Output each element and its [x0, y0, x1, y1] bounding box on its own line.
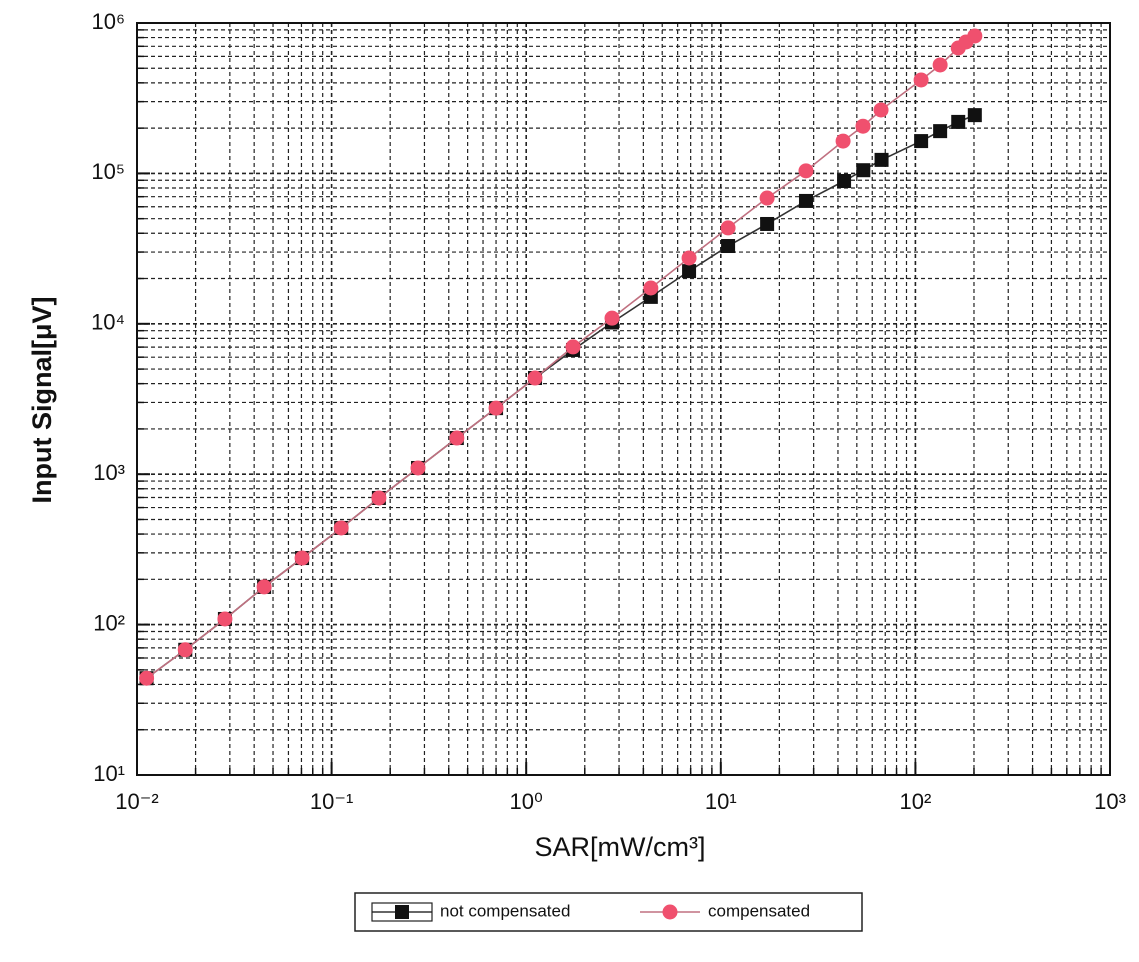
marker: [874, 152, 889, 167]
x-axis-title: SAR[mW/cm³]: [535, 832, 706, 862]
marker: [139, 670, 155, 686]
series-line: [146, 35, 976, 679]
y-tick-label: 10³: [93, 460, 125, 485]
marker: [371, 490, 387, 506]
y-axis-title: Input Signal[μV]: [27, 297, 57, 504]
marker: [604, 310, 620, 326]
marker: [410, 460, 426, 476]
x-tick-label: 10⁻¹: [310, 789, 353, 814]
marker: [721, 239, 736, 254]
marker: [855, 118, 871, 134]
legend-swatch-frame: [371, 902, 433, 922]
marker: [681, 250, 697, 266]
x-tick-label: 10⁻²: [115, 789, 158, 814]
marker: [759, 190, 775, 206]
marker: [837, 174, 852, 189]
marker: [798, 163, 814, 179]
legend-marker: [662, 904, 678, 920]
marker: [294, 550, 310, 566]
marker: [720, 220, 736, 236]
marker: [951, 114, 966, 129]
marker: [177, 642, 193, 658]
marker: [932, 57, 948, 73]
marker: [217, 611, 233, 627]
marker: [835, 133, 851, 149]
x-tick-label: 10²: [900, 789, 932, 814]
marker: [798, 193, 813, 208]
legend-label: not compensated: [440, 901, 570, 920]
marker: [488, 400, 504, 416]
x-tick-label: 10¹: [705, 789, 737, 814]
marker: [913, 72, 929, 88]
x-tick-label: 10³: [1094, 789, 1126, 814]
marker: [333, 520, 349, 536]
marker: [682, 264, 697, 279]
marker: [967, 108, 982, 123]
marker: [933, 124, 948, 139]
y-tick-label: 10⁴: [91, 310, 125, 335]
legend-label: compensated: [708, 901, 810, 920]
marker: [527, 370, 543, 386]
legend-marker: [395, 905, 409, 919]
marker: [967, 28, 983, 44]
x-tick-label: 10⁰: [510, 789, 543, 814]
marker: [565, 339, 581, 355]
plot-frame: [136, 22, 1111, 776]
marker: [643, 280, 659, 296]
y-tick-label: 10⁶: [91, 9, 125, 34]
marker: [760, 216, 775, 231]
marker: [914, 134, 929, 149]
marker: [856, 163, 871, 178]
legend-box: [354, 892, 863, 932]
y-tick-label: 10¹: [93, 761, 125, 786]
y-tick-label: 10²: [93, 610, 125, 635]
marker: [873, 102, 889, 118]
y-tick-label: 10⁵: [91, 159, 125, 184]
marker: [256, 579, 272, 595]
marker: [449, 430, 465, 446]
